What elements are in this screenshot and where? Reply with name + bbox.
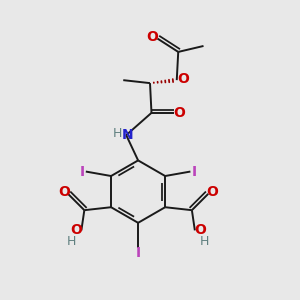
Text: O: O [70,224,82,237]
Text: N: N [122,128,134,142]
Text: H: H [67,235,76,248]
Text: H: H [200,235,209,248]
Text: O: O [146,30,158,44]
Text: O: O [58,185,70,200]
Text: I: I [136,245,141,260]
Text: I: I [80,164,85,178]
Text: H: H [113,128,123,140]
Text: O: O [194,224,206,237]
Text: O: O [177,72,189,86]
Text: O: O [173,106,185,120]
Text: I: I [191,164,196,178]
Text: O: O [206,185,218,200]
